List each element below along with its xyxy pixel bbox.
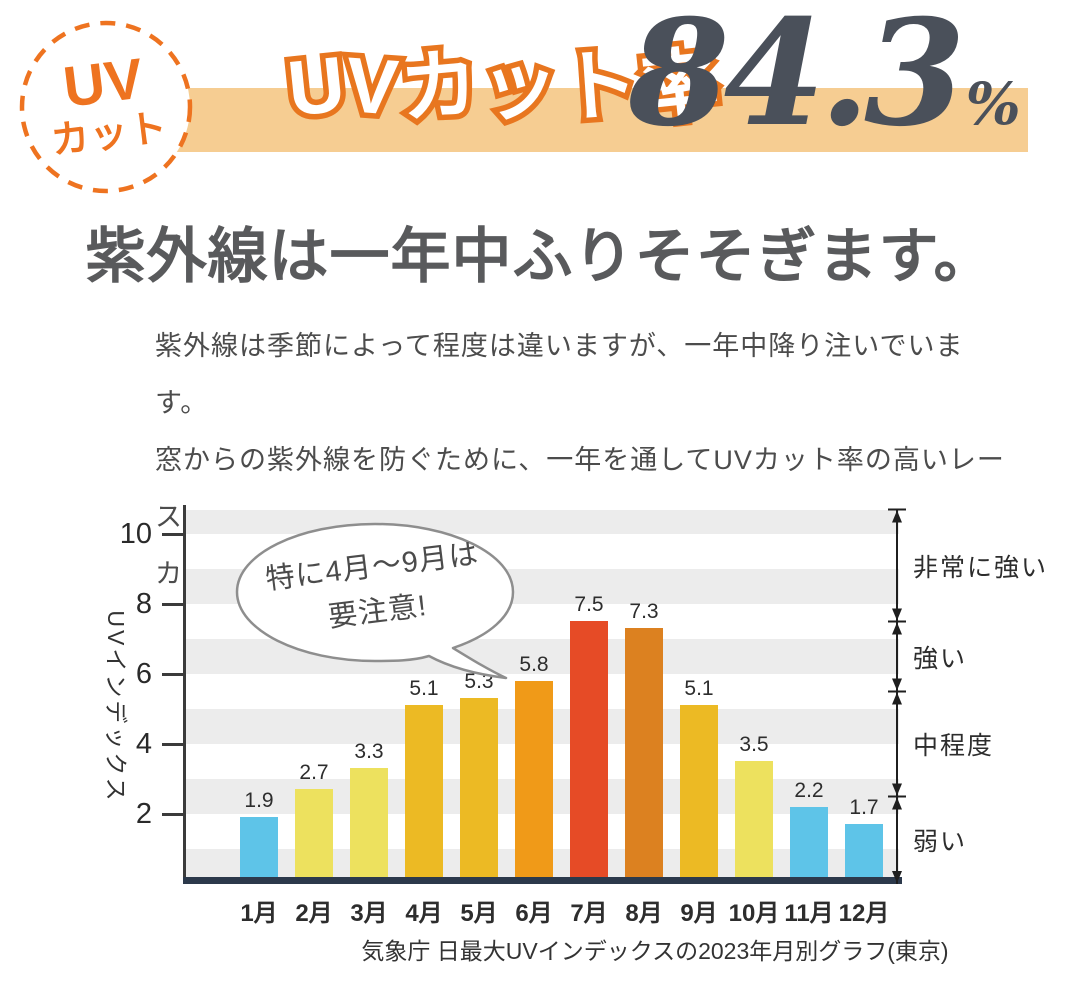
x-axis-baseline — [183, 877, 902, 884]
uv-cut-badge-text: UV カット — [0, 0, 224, 224]
y-tick-label: 10 — [119, 518, 152, 550]
x-tick-label: 12月 — [838, 900, 890, 927]
x-tick-label: 11月 — [784, 900, 834, 927]
bar-value-label: 7.5 — [574, 593, 604, 616]
uv-level-label: 中程度 — [913, 732, 995, 760]
bar-value-label: 2.2 — [794, 779, 824, 802]
y-tick-mark — [162, 673, 183, 676]
uv-level-label: 非常に強い — [913, 553, 1049, 582]
bar-9月 — [680, 705, 718, 884]
bar-5月 — [460, 698, 498, 884]
uv-cut-rate-value: 84.3% — [628, 0, 1021, 193]
y-tick-mark — [162, 533, 183, 536]
bar-value-label: 5.1 — [684, 677, 714, 700]
chart-caption: 気象庁 日最大UVインデックスの2023年月別グラフ(東京) — [361, 938, 949, 964]
bar-value-label: 3.5 — [739, 733, 769, 756]
x-tick-label: 5月 — [460, 900, 498, 927]
bar-value-label: 7.3 — [629, 600, 659, 623]
uv-cut-rate-unit: % — [965, 70, 1021, 138]
x-tick-label: 1月 — [240, 900, 278, 927]
x-tick-label: 3月 — [350, 900, 388, 927]
bar-value-label: 5.1 — [409, 677, 439, 700]
uv-cut-badge: UV カット — [0, 0, 214, 214]
bar-10月 — [735, 761, 773, 884]
bar-value-label: 1.7 — [849, 796, 879, 819]
bar-3月 — [350, 768, 388, 884]
y-tick-mark — [162, 743, 183, 746]
badge-line1: UV — [59, 46, 147, 120]
bar-6月 — [515, 681, 553, 884]
x-tick-label: 10月 — [728, 900, 780, 927]
bar-12月 — [845, 824, 883, 884]
bar-11月 — [790, 807, 828, 884]
x-tick-label: 7月 — [570, 900, 608, 927]
y-tick-mark — [162, 813, 183, 816]
body-line-2: 窓からの紫外線を防ぐために、一年を通してUVカット率の高いレース — [155, 445, 1005, 532]
uv-level-bracket — [888, 508, 906, 884]
dashed-circle-icon — [19, 20, 193, 194]
y-tick-label: 4 — [135, 728, 152, 760]
speech-bubble-icon — [235, 522, 515, 680]
bar-value-label: 1.9 — [244, 789, 274, 812]
header-banner — [163, 88, 1028, 152]
y-axis-line — [183, 505, 186, 884]
banner-label-char: U — [283, 39, 351, 133]
y-tick-label: 6 — [135, 658, 152, 690]
bar-8月 — [625, 628, 663, 884]
bar-2月 — [295, 789, 333, 884]
banner-label-char: カ — [396, 38, 485, 134]
banner-label-char: V — [343, 40, 404, 132]
bar-value-label: 5.8 — [519, 653, 549, 676]
bar-value-label: 2.7 — [299, 761, 329, 784]
uv-cut-rate-number: 84.3 — [628, 0, 966, 159]
y-tick-label: 2 — [135, 798, 152, 830]
bar-4月 — [405, 705, 443, 884]
body-text: 紫外線は季節によって程度は違いますが、一年中降り注いでいます。 窓からの紫外線を… — [155, 318, 1015, 603]
x-tick-label: 2月 — [295, 900, 333, 927]
uv-level-label: 強い — [913, 644, 968, 673]
bar-1月 — [240, 817, 278, 884]
x-tick-label: 4月 — [405, 900, 443, 927]
x-tick-label: 8月 — [625, 900, 663, 927]
x-tick-label: 9月 — [680, 900, 718, 927]
bar-value-label: 3.3 — [354, 740, 384, 763]
y-axis-title: UVインデックス — [103, 610, 129, 804]
bar-7月 — [570, 621, 608, 884]
banner-label-char: ッ — [478, 39, 563, 133]
x-tick-label: 6月 — [515, 900, 553, 927]
body-line-1: 紫外線は季節によって程度は違いますが、一年中降り注いでいます。 — [155, 331, 964, 418]
y-tick-label: 8 — [135, 588, 152, 620]
page-title: 紫外線は一年中ふりそそぎます。 — [85, 223, 995, 290]
uv-level-label: 弱い — [913, 828, 968, 857]
y-tick-mark — [162, 603, 183, 606]
